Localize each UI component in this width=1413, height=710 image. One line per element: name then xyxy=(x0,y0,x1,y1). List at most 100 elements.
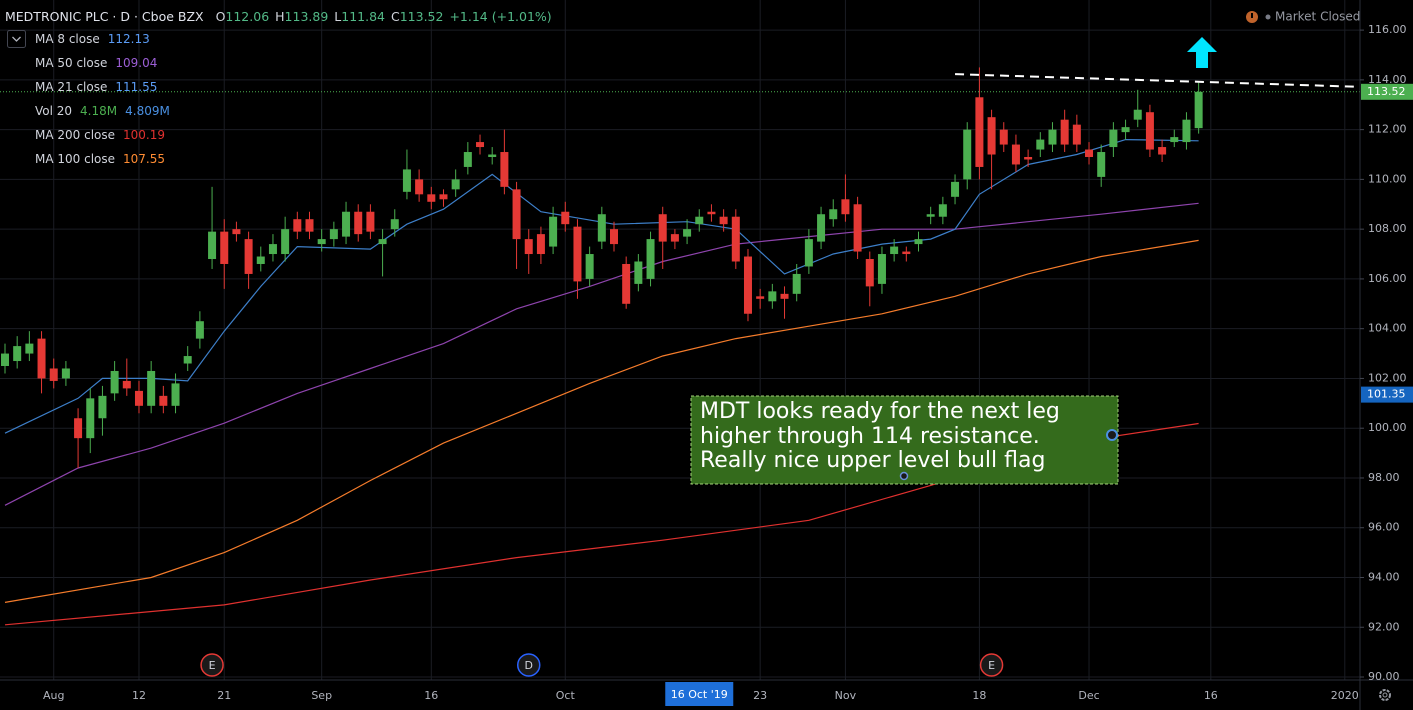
x-tick-label: 16 xyxy=(1204,689,1218,702)
candle-body xyxy=(634,261,643,284)
candle-body xyxy=(1109,129,1118,148)
candle-body xyxy=(268,244,277,255)
candle-body xyxy=(877,254,886,284)
legend-entry: MA 50 close 109.04 xyxy=(35,56,157,70)
candle-body xyxy=(366,211,375,232)
candle-body xyxy=(415,179,424,195)
candle-body xyxy=(439,194,448,200)
ohlc-value: 113.89 xyxy=(285,9,329,24)
candle-body xyxy=(780,293,789,299)
legend-value: 107.55 xyxy=(123,152,165,166)
y-tick-label: 94.00 xyxy=(1368,570,1400,583)
ohlc-label: L xyxy=(334,9,341,24)
candle-body xyxy=(232,229,241,235)
resistance-line xyxy=(955,73,1360,88)
candle-body xyxy=(1024,156,1033,160)
y-tick-label: 108.00 xyxy=(1368,222,1407,235)
last-price-label: 113.52 xyxy=(1367,85,1406,98)
crosshair-date-label: 16 Oct '19 xyxy=(671,688,728,701)
candles xyxy=(1,67,1203,469)
candle-body xyxy=(1036,139,1045,150)
candle-body xyxy=(963,129,972,180)
legend-name: Vol 20 xyxy=(35,104,72,118)
legend-value: 4.18M xyxy=(80,104,117,118)
candle-body xyxy=(256,256,265,264)
ma-line xyxy=(4,138,1199,434)
candle-body xyxy=(451,179,460,190)
candle-body xyxy=(122,380,131,389)
candle-body xyxy=(683,229,692,237)
candle-body xyxy=(354,211,363,235)
candle-body xyxy=(208,231,217,260)
candle-body xyxy=(743,256,752,314)
annotation-box xyxy=(690,395,1119,485)
x-tick-label: 16 xyxy=(424,689,438,702)
last-price-box xyxy=(1361,83,1413,100)
candle-body xyxy=(110,370,119,394)
legend-name: MA 21 close xyxy=(35,80,107,94)
candle-body xyxy=(841,199,850,215)
y-tick-label: 106.00 xyxy=(1368,272,1407,285)
candle-body xyxy=(281,229,290,255)
candle-body xyxy=(938,204,947,217)
crosshair-date-box xyxy=(665,682,734,706)
y-tick-label: 98.00 xyxy=(1368,471,1400,484)
candle-body xyxy=(329,229,338,240)
gear-core xyxy=(1382,692,1388,698)
anchor-handle[interactable] xyxy=(1106,429,1118,441)
candle-body xyxy=(1,353,9,367)
event-marker xyxy=(200,653,224,677)
settings[interactable] xyxy=(1379,689,1391,701)
change: +1.14 (+1.01%) xyxy=(449,9,551,24)
up-arrow xyxy=(1187,37,1217,68)
candle-body xyxy=(549,216,558,247)
ohlc-label: O xyxy=(216,9,226,24)
candle-body xyxy=(902,251,911,255)
event-label: E xyxy=(209,659,216,672)
header: MEDTRONIC PLC · D · Cboe BZX O112.06 H11… xyxy=(5,9,552,24)
candle-body xyxy=(500,152,509,187)
candle-body xyxy=(476,142,485,148)
y-tick-label: 92.00 xyxy=(1368,620,1400,633)
x-tick-label: Oct xyxy=(556,689,576,702)
y-tick-label: 112.00 xyxy=(1368,123,1407,136)
legend-value: 100.19 xyxy=(123,128,165,142)
candle-body xyxy=(74,418,83,439)
candle-body xyxy=(1182,119,1191,143)
candle-body xyxy=(37,338,46,379)
candle-body xyxy=(768,291,777,302)
x-tick-label: 18 xyxy=(972,689,986,702)
annotation[interactable]: MDT looks ready for the next leg higher … xyxy=(690,395,1119,485)
candle-body xyxy=(25,343,34,354)
candle-body xyxy=(147,370,156,406)
candle-body xyxy=(865,259,874,287)
legend-toggle[interactable] xyxy=(7,30,26,48)
candle-body xyxy=(1158,147,1167,155)
legend-name: MA 100 close xyxy=(35,152,115,166)
candle-body xyxy=(183,356,192,364)
legend-entry: MA 200 close 100.19 xyxy=(35,128,165,142)
y-tick-label: 102.00 xyxy=(1368,371,1407,384)
market-status[interactable]: Market Closed xyxy=(1246,10,1360,24)
x-tick-label: 12 xyxy=(132,689,146,702)
event-label: D xyxy=(524,659,532,672)
candle-body xyxy=(975,97,984,167)
candle-body xyxy=(999,129,1008,145)
candle-body xyxy=(427,194,436,202)
candle-body xyxy=(951,181,960,197)
annotation-line: MDT looks ready for the next leg xyxy=(700,399,1060,424)
candle-body xyxy=(86,398,95,439)
anchor-handle[interactable] xyxy=(899,471,909,481)
symbol-title: MEDTRONIC PLC · D · Cboe BZX xyxy=(5,9,204,24)
candle-body xyxy=(585,254,594,279)
candle-body xyxy=(987,117,996,155)
candle-body xyxy=(646,239,655,279)
candle-body xyxy=(61,368,70,379)
legend-value: 4.809M xyxy=(125,104,170,118)
candle-body xyxy=(756,296,765,299)
candle-body xyxy=(1133,109,1142,120)
ohlc-label: H xyxy=(275,9,284,24)
